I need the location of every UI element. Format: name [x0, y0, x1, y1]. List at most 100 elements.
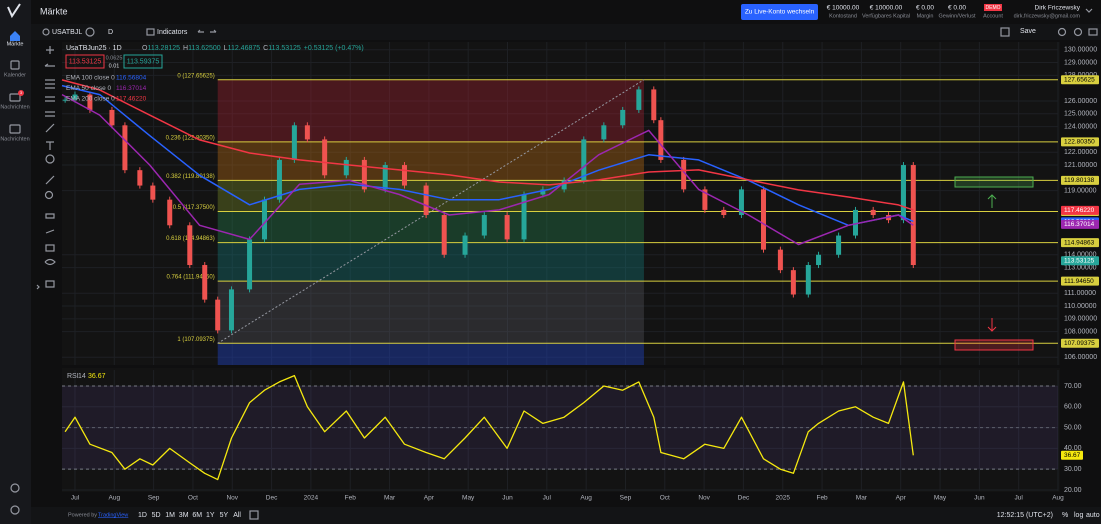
- candle: [911, 165, 916, 265]
- y-tick-label: 108.00000: [1064, 329, 1097, 336]
- target-box[interactable]: [955, 177, 1033, 187]
- rsi-title: RSI: [67, 373, 79, 380]
- target-box[interactable]: [955, 340, 1033, 350]
- range-button[interactable]: 3M: [179, 512, 189, 519]
- save-button[interactable]: Save: [1020, 28, 1036, 35]
- fib-zone: [218, 343, 644, 365]
- rsi-tag-label: 36.67: [1064, 452, 1081, 459]
- account-value: € 10000.00: [827, 5, 860, 12]
- x-tick-label: 2024: [304, 495, 319, 502]
- price-tag-label: 111.94650: [1064, 278, 1094, 285]
- scale-button[interactable]: %: [1062, 512, 1068, 519]
- nav-label[interactable]: Märkte: [7, 41, 24, 47]
- account-label: Margin: [917, 13, 934, 19]
- x-tick-label: 2025: [776, 495, 791, 502]
- x-tick-label: Mar: [384, 495, 396, 502]
- y-tick-label: 119.00000: [1064, 188, 1097, 195]
- range-button[interactable]: 1M: [165, 512, 175, 519]
- symbol[interactable]: USATBJL: [52, 29, 82, 36]
- candle: [601, 125, 606, 139]
- y-tick-label: 125.00000: [1064, 111, 1097, 118]
- legend-name: EMA 50 close 0: [66, 85, 112, 92]
- ohlc-value: 113.28125: [147, 45, 180, 52]
- candle: [636, 89, 641, 110]
- price-tag-label: 122.80350: [1064, 139, 1095, 146]
- user-email: dirk.friczewsky@gmail.com: [1014, 13, 1081, 19]
- range-button[interactable]: 1D: [138, 512, 147, 519]
- x-tick-label: Aug: [109, 495, 121, 502]
- candle: [442, 215, 447, 255]
- fib-zone: [218, 281, 644, 343]
- fib-zone: [218, 80, 644, 142]
- account-label: Gewinn/Verlust: [939, 13, 976, 19]
- candle: [620, 110, 625, 125]
- ohlc: O113.28125H113.62500L112.46875C113.53125…: [142, 45, 364, 52]
- x-tick-label: Feb: [816, 495, 828, 502]
- x-tick-label: Dec: [266, 495, 278, 502]
- range-button[interactable]: All: [233, 512, 241, 519]
- candle: [122, 125, 127, 170]
- range-button[interactable]: 5Y: [220, 512, 229, 519]
- x-tick-label: Jul: [1015, 495, 1024, 502]
- y-tick-label: 126.00000: [1064, 98, 1097, 105]
- account-value: € 0.00: [916, 5, 934, 12]
- candle: [778, 250, 783, 271]
- price-tag-label: 116.37014: [1064, 221, 1095, 228]
- x-tick-label: Feb: [345, 495, 357, 502]
- brand-link[interactable]: TradingView: [98, 512, 128, 518]
- x-tick-label: Aug: [580, 495, 592, 502]
- ohlc-value: 113.62500: [188, 45, 221, 52]
- candle: [187, 225, 192, 265]
- price-tag-label: 127.65625: [1064, 76, 1095, 83]
- fib-label: 0 (127.65625): [177, 73, 214, 79]
- x-tick-label: Jun: [974, 495, 985, 502]
- buy-price[interactable]: 113.59375: [127, 58, 160, 65]
- interval[interactable]: D: [108, 29, 113, 36]
- y-tick-label: 110.00000: [1064, 303, 1097, 310]
- scale-buttons: % logauto: [1062, 512, 1100, 519]
- indicators-button[interactable]: Indicators: [157, 29, 188, 36]
- nav-label[interactable]: Nachrichten: [0, 104, 29, 110]
- range-button[interactable]: 1Y: [206, 512, 215, 519]
- live-button-label[interactable]: Zu Live-Konto wechseln: [745, 9, 815, 16]
- chart-title: UsaTBJun25 · 1D: [66, 45, 122, 52]
- candle: [229, 289, 234, 330]
- x-tick-label: Apr: [424, 495, 435, 502]
- y-tick-label: 124.00000: [1064, 123, 1097, 130]
- legend-name: EMA 100 close 0: [66, 75, 115, 82]
- y-tick-label: 129.00000: [1064, 59, 1097, 66]
- sidebar: [0, 0, 31, 524]
- x-tick-label: Sep: [148, 495, 160, 502]
- candle: [816, 255, 821, 265]
- fib-label: 0.5 (117.37500): [173, 205, 215, 211]
- range-button[interactable]: 6M: [192, 512, 202, 519]
- fib-zone: [218, 243, 644, 281]
- candle: [581, 139, 586, 180]
- fib-zone: [218, 212, 644, 243]
- scale-button[interactable]: auto: [1086, 512, 1100, 519]
- rsi-params: 14: [78, 373, 86, 380]
- ohlc-value: 112.46875: [228, 45, 261, 52]
- price-tag-label: 119.80138: [1064, 177, 1095, 184]
- y-tick-label: 109.00000: [1064, 316, 1097, 323]
- account-label: Kontostand: [829, 13, 857, 19]
- x-tick-label: Mar: [856, 495, 868, 502]
- nav-label[interactable]: Kalender: [4, 72, 26, 78]
- quantity[interactable]: 0.01: [109, 63, 120, 69]
- nav-label[interactable]: Nachrichten: [0, 136, 29, 142]
- account-value: € 10000.00: [870, 5, 903, 12]
- candle: [305, 125, 310, 139]
- scale-button[interactable]: log: [1074, 512, 1083, 519]
- page-title: Märkte: [40, 6, 68, 16]
- x-tick-label: Sep: [620, 495, 632, 502]
- candle: [806, 265, 811, 294]
- candle: [150, 186, 155, 200]
- candle: [658, 120, 663, 160]
- user-name[interactable]: Dirk Friczewsky: [1035, 5, 1081, 12]
- legend-value: 116.56804: [116, 75, 147, 82]
- candle: [836, 236, 841, 255]
- range-button[interactable]: 5D: [152, 512, 161, 519]
- candle: [344, 160, 349, 175]
- sell-price[interactable]: 113.53125: [69, 58, 102, 65]
- candle: [247, 239, 252, 289]
